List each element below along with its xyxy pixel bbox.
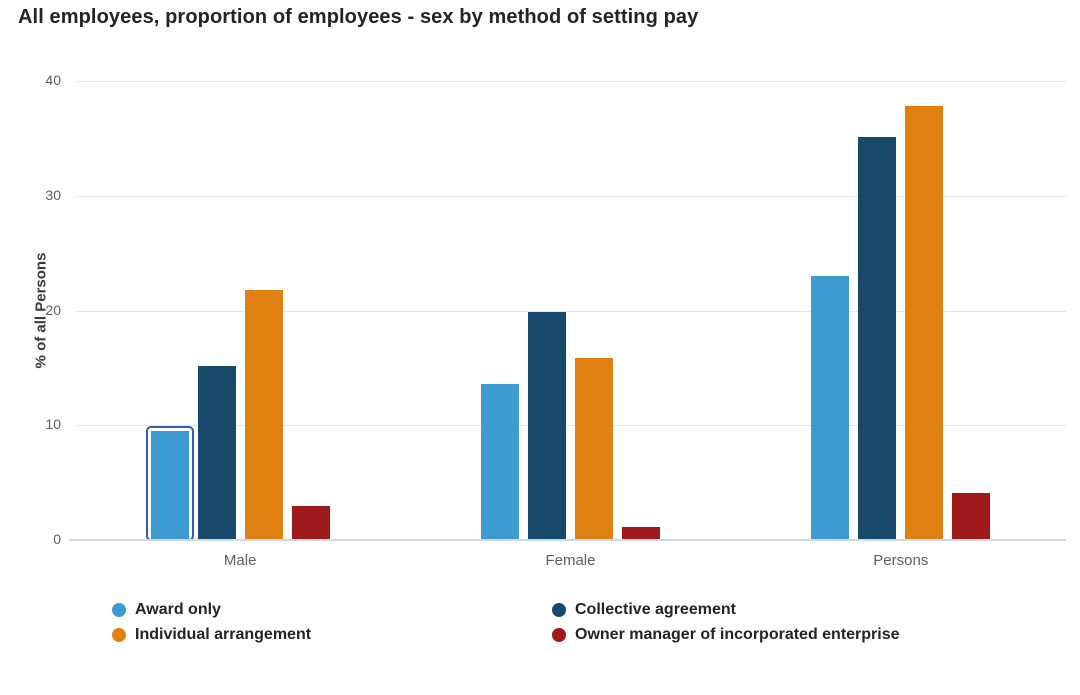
- bar-persons-award-only[interactable]: [811, 276, 850, 540]
- gridline-20: [75, 310, 1066, 312]
- x-axis-label-male: Male: [223, 552, 257, 569]
- bar-persons-owner-manager-of-incorporated-enterprise[interactable]: [952, 492, 991, 540]
- bar-groups-layer: Male Female Persons: [75, 81, 1066, 569]
- legend-item-owner-manager-of-incorporated-enterprise[interactable]: Owner manager of incorporated enterprise: [552, 623, 1012, 646]
- bar-group-male: Male: [75, 81, 405, 569]
- x-axis-label-persons: Persons: [873, 552, 929, 569]
- legend-item-collective-agreement[interactable]: Collective agreement: [552, 598, 1012, 621]
- y-tick-label-10: 10: [45, 416, 61, 433]
- legend-item-individual-arrangement[interactable]: Individual arrangement: [112, 623, 552, 646]
- legend-dot-icon: [112, 602, 126, 617]
- bar-group-persons: Persons: [736, 81, 1066, 569]
- bar-male-individual-arrangement[interactable]: [244, 289, 283, 540]
- gridline-40: [75, 81, 1066, 82]
- bar-male-collective-agreement[interactable]: [197, 365, 236, 540]
- gridline-10: [75, 425, 1066, 427]
- x-axis-line: [69, 539, 1066, 541]
- bar-female-collective-agreement[interactable]: [527, 311, 566, 540]
- legend-label: Award only: [135, 600, 221, 618]
- x-axis-label-female: Female: [545, 552, 596, 569]
- legend-dot-icon: [552, 602, 566, 617]
- bar-male-award-only-selected[interactable]: [145, 426, 194, 541]
- plot-area: 0 10 20 30 40 Male Female Persons: [45, 72, 1066, 569]
- legend-label: Collective agreement: [575, 600, 736, 618]
- legend-dot-icon: [552, 627, 566, 642]
- bar-female-owner-manager-of-incorporated-enterprise[interactable]: [621, 527, 660, 540]
- y-tick-label-0: 0: [53, 531, 61, 547]
- bar-persons-collective-agreement[interactable]: [858, 137, 897, 540]
- legend-item-award-only[interactable]: Award only: [112, 598, 552, 621]
- y-tick-label-40: 40: [45, 72, 61, 88]
- bar-persons-individual-arrangement[interactable]: [905, 106, 944, 540]
- gridline-30: [75, 195, 1066, 197]
- y-tick-label-30: 30: [45, 186, 61, 203]
- legend-dot-icon: [112, 627, 126, 642]
- bar-female-award-only[interactable]: [480, 383, 519, 540]
- y-tick-label-20: 20: [45, 301, 61, 318]
- bar-group-female: Female: [405, 81, 735, 569]
- legend-label: Individual arrangement: [135, 625, 312, 643]
- bar-female-individual-arrangement[interactable]: [574, 357, 613, 540]
- legend: Award only Collective agreement Individual…: [112, 598, 1012, 646]
- bar-male-owner-manager-of-incorporated-enterprise[interactable]: [291, 505, 330, 540]
- chart-title: All employees, proportion of employees -…: [18, 6, 699, 28]
- legend-label: Owner manager of incorporated enterprise: [575, 625, 900, 643]
